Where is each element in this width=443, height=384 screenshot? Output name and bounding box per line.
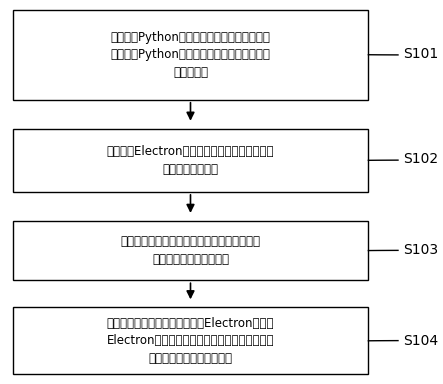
Text: 在监测到Electron程序有代码更新时，确定多个
平台中的目标平台: 在监测到Electron程序有代码更新时，确定多个 平台中的目标平台 (107, 145, 274, 175)
FancyBboxPatch shape (13, 10, 368, 100)
Text: S102: S102 (403, 152, 438, 166)
Text: S104: S104 (403, 334, 438, 348)
FancyBboxPatch shape (13, 221, 368, 280)
Text: 从多个不同平台下的可执行程序中获得所述目
标平台对应的可执行程序: 从多个不同平台下的可执行程序中获得所述目 标平台对应的可执行程序 (120, 235, 260, 266)
Text: S103: S103 (403, 243, 438, 257)
FancyBboxPatch shape (13, 307, 368, 374)
Text: 在监测到Python程序有代码更新时，基于更新
的代码将Python程序打包为多个不同平台下的
可执行程序: 在监测到Python程序有代码更新时，基于更新 的代码将Python程序打包为多… (111, 31, 270, 79)
FancyBboxPatch shape (13, 129, 368, 192)
Text: S101: S101 (403, 47, 439, 61)
Text: 基于获得的可执行程序和更新的Electron程序在
Electron桌面应用对应的打包机中进行打包，得
到打包完成的桌面应用程序: 基于获得的可执行程序和更新的Electron程序在 Electron桌面应用对应… (107, 317, 274, 365)
